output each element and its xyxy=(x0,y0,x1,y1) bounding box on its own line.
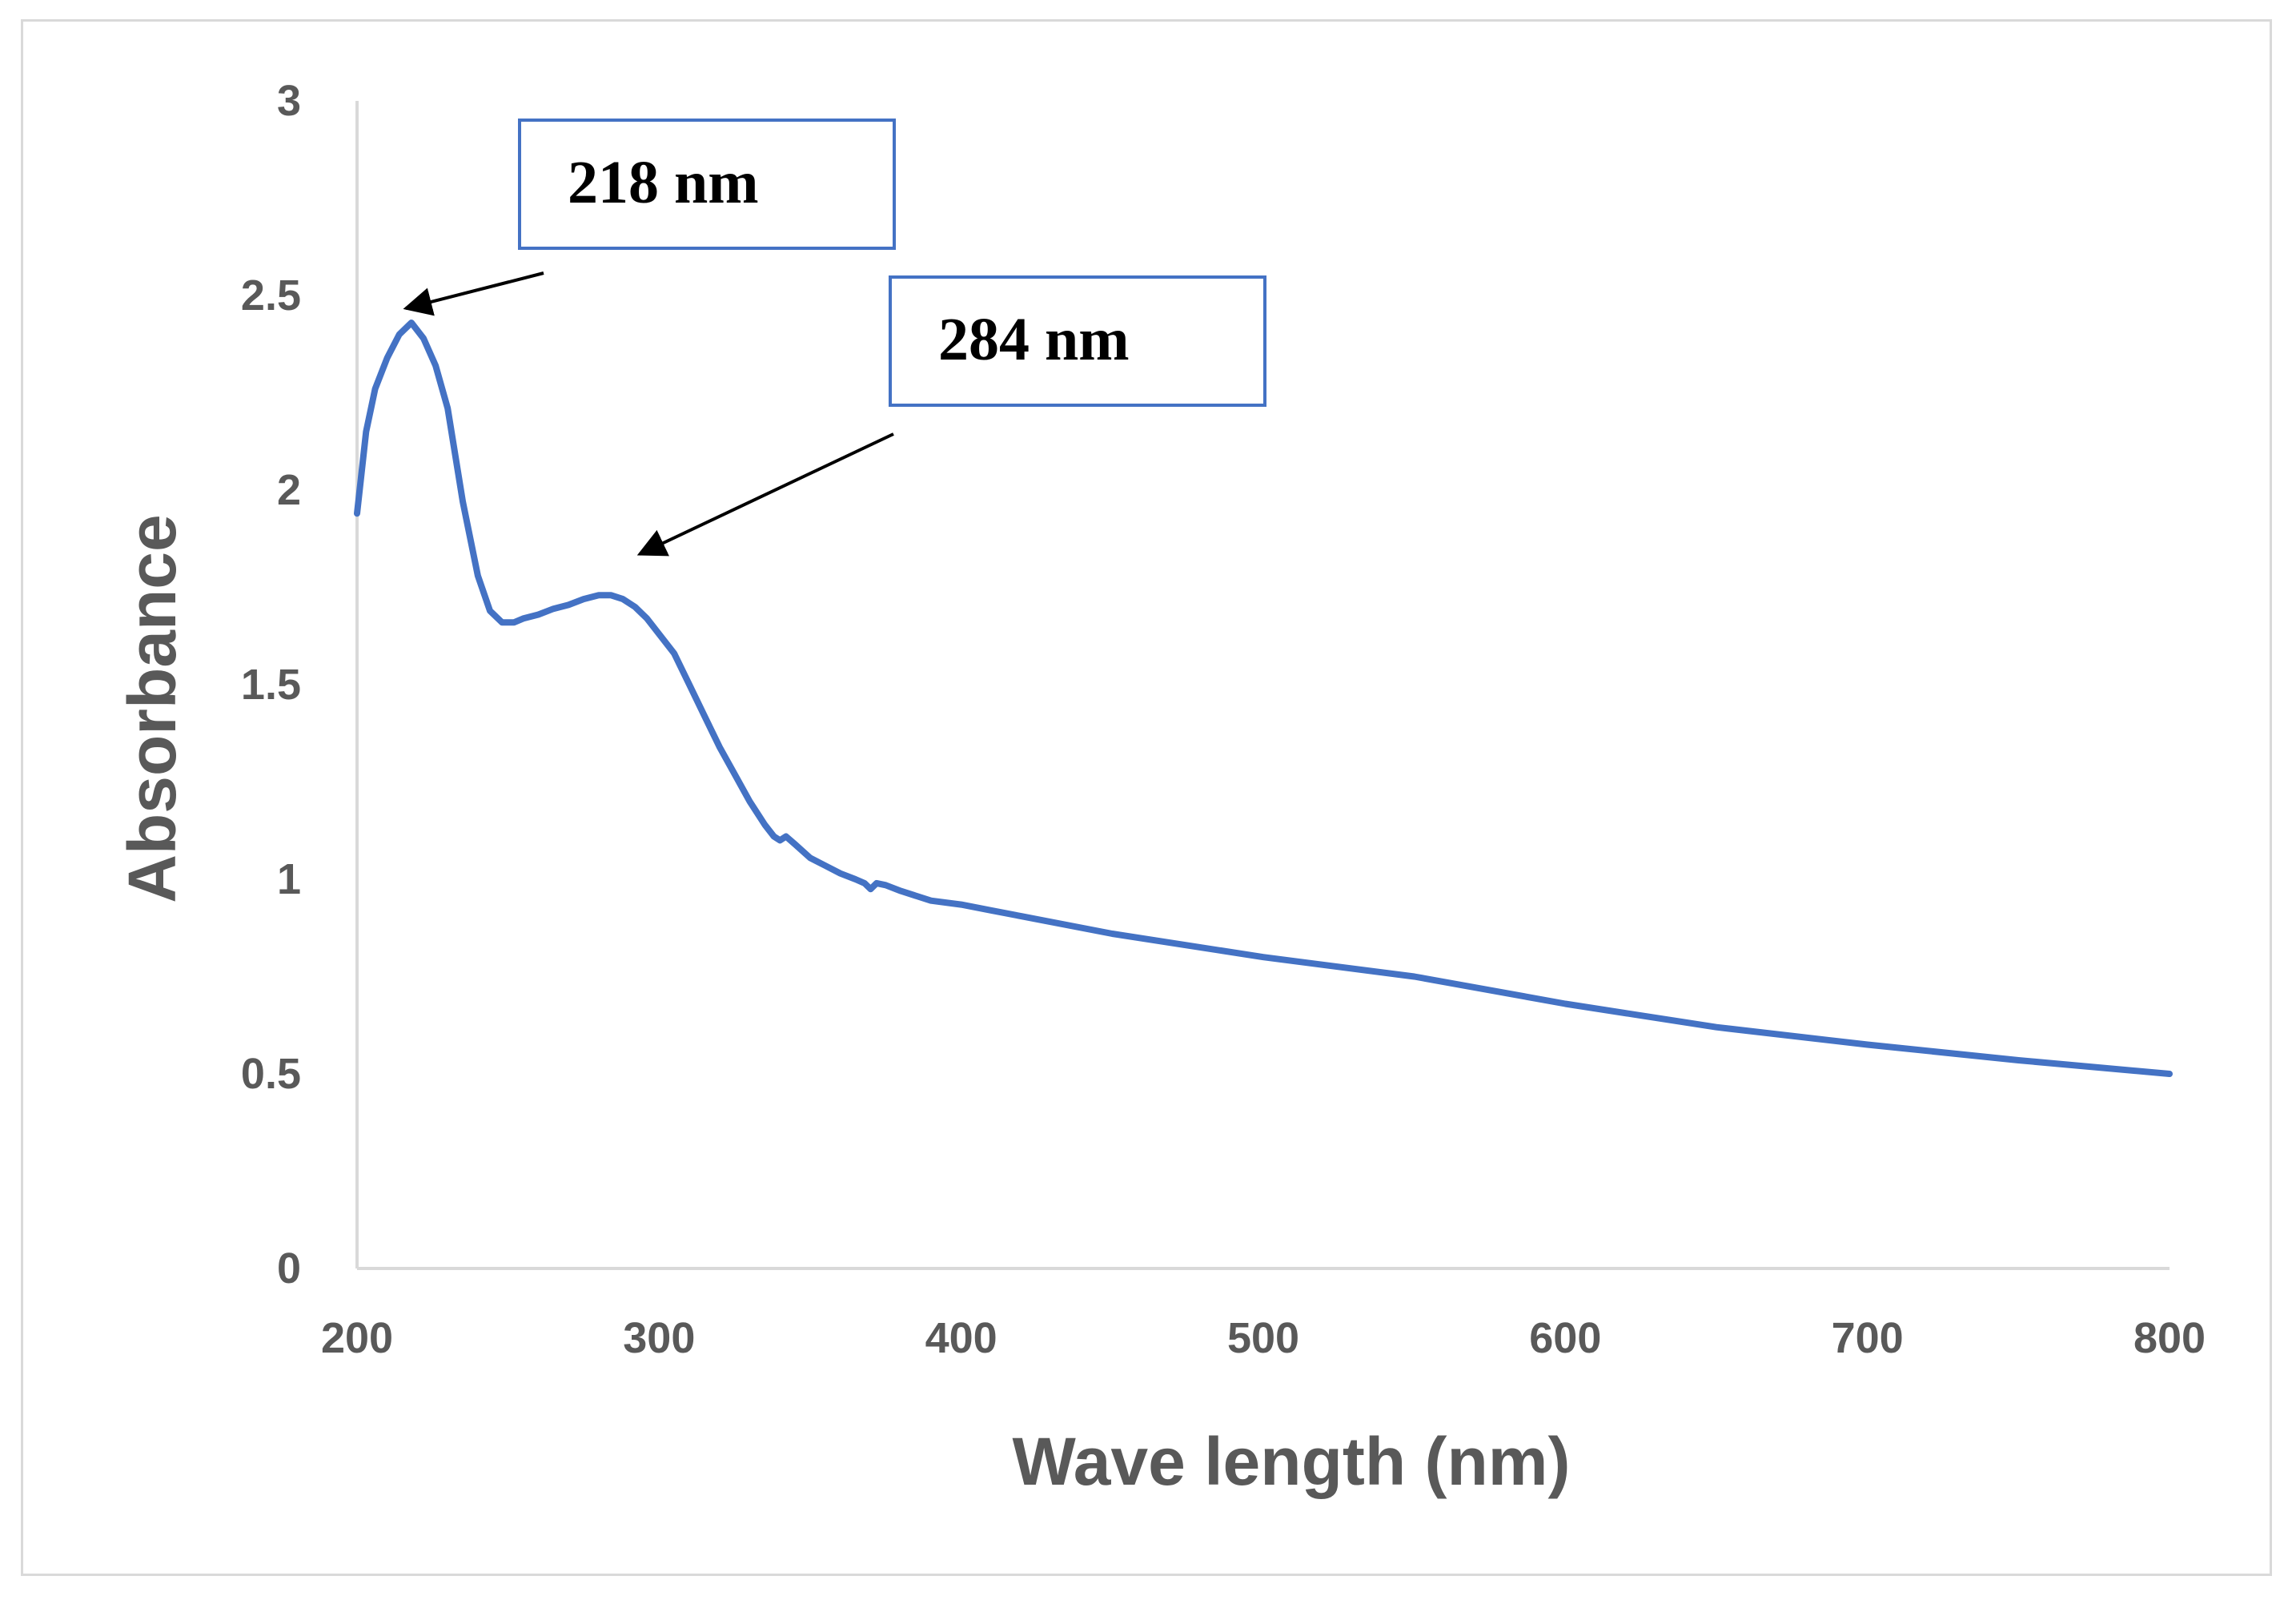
x-axis-title: Wave length (nm) xyxy=(1013,1424,1571,1499)
y-tick-label: 2.5 xyxy=(241,271,301,320)
x-tick-label: 800 xyxy=(2133,1314,2206,1362)
x-axis: 200 300 400 500 600 700 800 xyxy=(321,1267,2206,1362)
y-tick-label: 2 xyxy=(277,466,301,514)
callout-label: 284 nm xyxy=(938,306,1130,373)
callout-label: 218 nm xyxy=(568,149,759,216)
callout-box xyxy=(889,275,1266,407)
y-axis-title: Absorbance xyxy=(114,514,190,903)
y-tick-label: 0 xyxy=(277,1244,301,1292)
chart-frame: 0 0.5 1 1.5 2 2.5 3 200 300 400 500 600 700 800 218 … xyxy=(21,19,2272,1576)
callout-box xyxy=(518,119,896,250)
y-tick-label: 1 xyxy=(277,855,301,903)
x-tick-label: 500 xyxy=(1227,1314,1299,1362)
x-tick-label: 600 xyxy=(1529,1314,1601,1362)
series-line xyxy=(354,320,2173,1077)
callout-arrow xyxy=(636,432,894,557)
series-layer xyxy=(354,320,2173,1077)
y-tick-label: 3 xyxy=(277,77,301,125)
x-tick-label: 700 xyxy=(1832,1314,1904,1362)
y-tick-label: 1.5 xyxy=(241,661,301,709)
x-tick-label: 400 xyxy=(925,1314,997,1362)
y-axis: 0 0.5 1 1.5 2 2.5 3 xyxy=(241,77,359,1292)
y-tick-label: 0.5 xyxy=(241,1050,301,1098)
x-tick-label: 300 xyxy=(623,1314,695,1362)
callout-arrow xyxy=(403,271,544,316)
x-tick-label: 200 xyxy=(321,1314,393,1362)
absorbance-chart: 0 0.5 1 1.5 2 2.5 3 200 300 400 500 600 700 800 218 … xyxy=(114,77,2206,1499)
annotation-layer: 218 nm 284 nm xyxy=(403,119,1266,557)
